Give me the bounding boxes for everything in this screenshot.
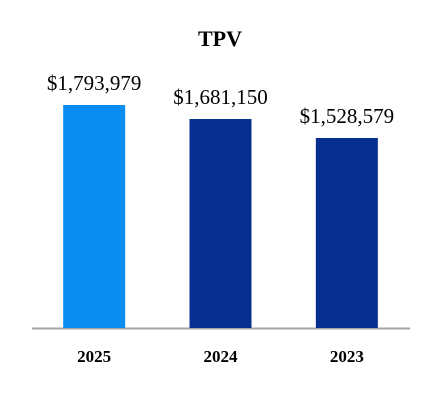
value-label: $1,681,150 <box>173 85 268 109</box>
value-label: $1,793,979 <box>47 71 142 95</box>
x-tick-label: 2024 <box>204 347 239 366</box>
bar <box>315 137 378 328</box>
value-label: $1,528,579 <box>300 104 395 128</box>
x-tick-label: 2023 <box>330 347 364 366</box>
bar <box>63 105 126 328</box>
chart-title: TPV <box>198 26 242 51</box>
bar <box>189 119 252 328</box>
x-tick-label: 2025 <box>77 347 111 366</box>
